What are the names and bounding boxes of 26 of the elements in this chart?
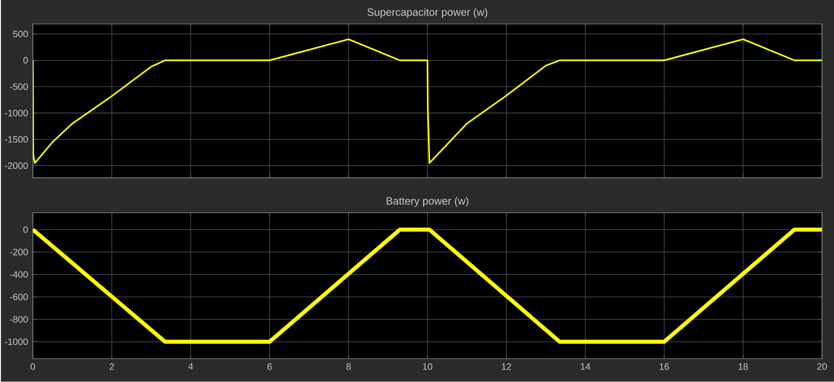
y-tick-label: 0 <box>23 57 28 64</box>
y-tick-label: 500 <box>13 30 28 38</box>
y-tick-label: -800 <box>10 316 28 323</box>
x-tick-label: 18 <box>738 364 748 370</box>
x-tick-label: 6 <box>268 364 272 370</box>
x-tick-label: 12 <box>502 364 512 370</box>
y-tick-label: -400 <box>10 271 28 278</box>
x-tick-label: 16 <box>660 364 669 370</box>
y-tick-label: -1500 <box>4 136 28 143</box>
y-tick-label: -2000 <box>4 162 28 170</box>
y-tick-label: -600 <box>10 294 28 300</box>
y-tick-label: 0 <box>23 226 28 234</box>
y-tick-label: -1000 <box>4 338 28 346</box>
x-tick-label: 4 <box>188 363 194 370</box>
x-tick-label: 0 <box>30 364 36 370</box>
x-tick-label: 8 <box>346 364 351 370</box>
chart-title: Supercapacitor power (w) <box>367 8 488 18</box>
chart-title: Battery power (w) <box>386 197 468 207</box>
x-tick-label: 2 <box>110 364 114 370</box>
y-tick-label: -1000 <box>4 110 28 116</box>
y-tick-label: -200 <box>10 248 28 256</box>
x-tick-label: 14 <box>580 363 590 370</box>
x-tick-label: 20 <box>817 364 827 370</box>
line-series <box>32 38 822 164</box>
y-tick-label: -500 <box>10 84 28 90</box>
x-tick-label: 10 <box>422 364 432 370</box>
